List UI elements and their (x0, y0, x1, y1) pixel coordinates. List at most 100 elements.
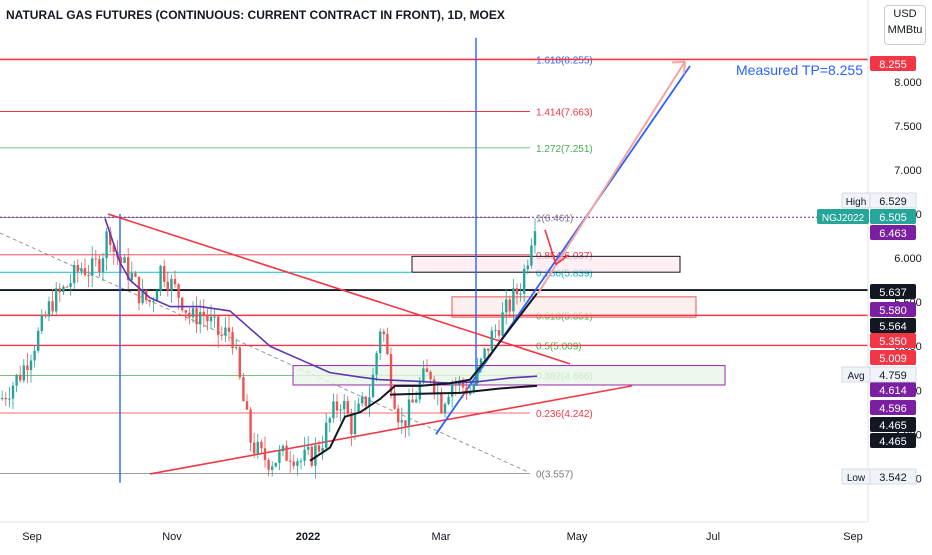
candle-body (123, 257, 126, 263)
candle-body (141, 290, 144, 304)
projection-arrow-head (671, 60, 686, 64)
price-tag-box (870, 333, 916, 348)
candle-body (487, 348, 490, 351)
candle-body (415, 399, 418, 403)
price-tag-value: 5.009 (879, 353, 907, 365)
candle-body (508, 299, 511, 312)
candle-body (281, 445, 285, 452)
candle-body (253, 442, 256, 454)
candle-body (292, 461, 295, 466)
price-tag-value: 5.637 (879, 287, 907, 299)
candle-body (321, 447, 324, 452)
candle-body (37, 330, 40, 351)
candle-body (29, 360, 33, 371)
price-tag-value: 5.564 (879, 321, 907, 333)
price-tag-value: 4.465 (879, 436, 907, 448)
price-tag-box (870, 382, 916, 397)
price-tag-box (870, 56, 916, 71)
candle-body (238, 347, 241, 378)
price-tag-value: 4.596 (879, 403, 907, 415)
time-axis-tick-label: Sep (843, 531, 863, 543)
candle-body (155, 290, 159, 302)
candle-body (332, 401, 335, 419)
fib-level-label: 0(3.557) (536, 469, 573, 480)
dashed-trend-line (0, 232, 529, 473)
candle-body (476, 366, 479, 384)
candle-body (314, 445, 317, 466)
candle-body (447, 396, 450, 404)
base-box (292, 365, 726, 386)
candle-body (199, 311, 202, 325)
candle-body (382, 331, 385, 335)
candle-body (163, 265, 166, 282)
candle-body (433, 379, 436, 393)
stat-value: 3.542 (879, 472, 907, 484)
candle-body (4, 397, 7, 400)
candle-body (209, 316, 213, 322)
candle-body (231, 331, 234, 349)
candle-body (317, 445, 321, 452)
price-tag-box (870, 209, 916, 224)
price-tag-box (870, 284, 916, 299)
candle-body (461, 380, 465, 388)
candle-body (515, 288, 519, 295)
candle-body (451, 384, 454, 397)
candle-body (69, 283, 72, 287)
candle-body (325, 422, 328, 448)
fib-level-label: 0.5(5.009) (536, 341, 582, 352)
candle-body (83, 268, 87, 276)
candle-body (505, 299, 508, 313)
candle-body (47, 301, 51, 317)
time-axis-tick-label: Nov (162, 531, 182, 543)
candle-body (195, 308, 198, 325)
indicator-series-line (389, 384, 538, 396)
candle-body (80, 268, 83, 272)
candle-body (533, 231, 537, 246)
candle-body (235, 347, 238, 349)
candle-body (55, 288, 58, 312)
price-tag-value: 5.350 (879, 336, 907, 348)
candle-body (105, 231, 108, 259)
pullback-arrow (544, 229, 569, 266)
candle-body (227, 327, 231, 332)
currency-label: USD (893, 8, 917, 20)
stat-value-box (869, 192, 917, 209)
time-axis-tick-label: 2022 (296, 531, 320, 543)
fib-level-label: 0.786(5.839) (536, 268, 593, 279)
candle-body (202, 311, 205, 316)
price-tag-value: 5.580 (879, 305, 907, 317)
symbol-tag-label: NGJ2022 (822, 213, 865, 224)
fib-level-label: 1.272(7.251) (536, 144, 593, 155)
candle-body (148, 300, 151, 302)
candle-body (501, 312, 504, 336)
candle-body (343, 401, 346, 410)
candle-body (404, 420, 407, 427)
candle-body (256, 441, 259, 454)
stat-value: 4.759 (879, 370, 907, 382)
candle-body (440, 392, 443, 414)
candle-body (411, 399, 414, 403)
indicator-series-line (309, 292, 538, 462)
candle-body (119, 257, 123, 263)
candle-body (260, 441, 263, 449)
price-tag-value: 6.505 (879, 212, 907, 224)
candle-body (87, 275, 90, 277)
currency-unit-selector[interactable]: USD MMBtu (884, 5, 926, 45)
candle-body (310, 446, 313, 466)
fib-level-label: 0.236(4.242) (536, 409, 593, 420)
stat-value-box (869, 468, 917, 485)
candle-body (242, 377, 245, 402)
candle-body (454, 384, 457, 386)
stat-value: 6.529 (879, 196, 907, 208)
candle-body (40, 315, 43, 331)
candle-body (479, 358, 483, 367)
candle-body (530, 245, 533, 266)
candle-body (523, 269, 526, 294)
candle-body (278, 451, 281, 463)
stat-label: Low (847, 473, 866, 484)
price-tag-value: 8.255 (879, 59, 907, 71)
price-tag-value: 4.465 (879, 420, 907, 432)
candle-body (173, 278, 177, 285)
candle-body (386, 334, 389, 355)
